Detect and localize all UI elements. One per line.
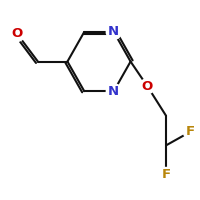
- Text: N: N: [108, 85, 119, 98]
- Circle shape: [10, 26, 25, 41]
- Circle shape: [106, 84, 121, 99]
- Text: O: O: [142, 80, 153, 93]
- Text: N: N: [108, 25, 119, 38]
- Text: F: F: [162, 168, 171, 181]
- Circle shape: [159, 167, 174, 182]
- Text: F: F: [186, 125, 195, 138]
- Circle shape: [183, 124, 198, 139]
- Circle shape: [106, 24, 121, 39]
- Circle shape: [140, 79, 155, 94]
- Text: O: O: [12, 27, 23, 40]
